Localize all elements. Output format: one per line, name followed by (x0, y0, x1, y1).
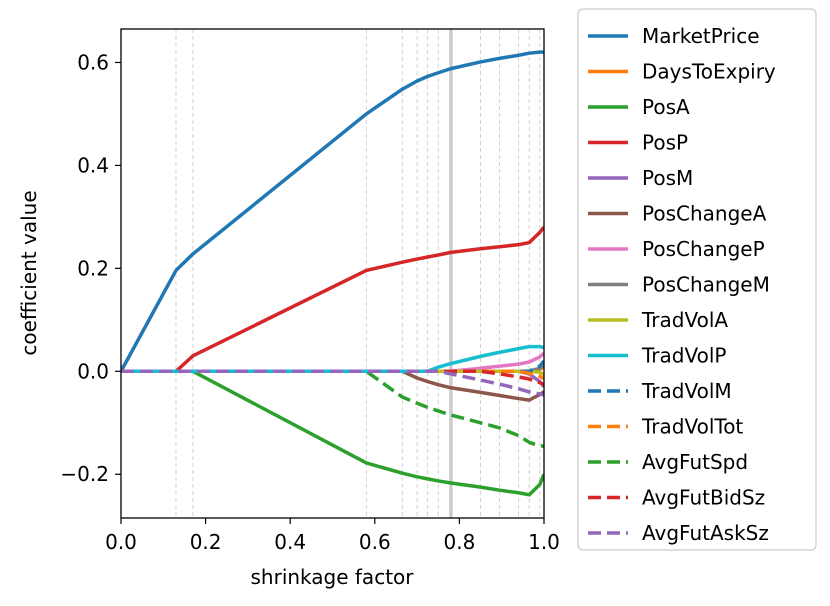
legend-entry-poschangea: PosChangeA (588, 202, 767, 226)
legend-entry-tradvoltot: TradVolTot (588, 415, 743, 439)
series-line-avgfutbidsz (121, 369, 544, 387)
legend-label: AvgFutSpd (642, 450, 748, 474)
legend-label: PosChangeA (642, 202, 767, 226)
y-tick-label-2: 0.2 (77, 256, 109, 280)
series-line-posp (121, 226, 544, 374)
legend-label: AvgFutBidSz (642, 486, 765, 510)
legend-entries: MarketPrice DaysToExpiry PosA PosP PosM PosCh… (588, 24, 776, 545)
legend: MarketPrice DaysToExpiry PosA PosP PosM PosCh… (577, 8, 817, 551)
legend-label: MarketPrice (642, 24, 760, 48)
x-tick-label-3: 0.6 (359, 530, 391, 554)
legend-label: PosA (642, 95, 690, 119)
legend-entry-avgfutbidsz: AvgFutBidSz (588, 486, 765, 510)
legend-entry-tradvolm: TradVolM (588, 379, 732, 403)
legend-entry-posm: PosM (588, 166, 693, 190)
legend-entry-poschangem: PosChangeM (588, 273, 770, 297)
legend-label: DaysToExpiry (642, 60, 776, 84)
y-tick-label-3: 0.4 (77, 153, 109, 177)
legend-label: PosChangeP (642, 237, 765, 261)
legend-label: TradVolTot (641, 415, 743, 439)
y-tick-label-1: 0.0 (77, 359, 109, 383)
x-axis-ticks: 0.0 0.2 0.4 0.6 0.8 1.0 (105, 518, 560, 554)
legend-label: TradVolA (641, 308, 728, 332)
legend-entry-posp: PosP (588, 131, 688, 155)
coefficient-paths (121, 50, 544, 497)
x-tick-label-0: 0.0 (105, 530, 137, 554)
legend-entry-avgfutasksz: AvgFutAskSz (588, 521, 769, 545)
y-axis-label: coefficient value (17, 190, 41, 355)
legend-entry-avgfutspd: AvgFutSpd (588, 450, 748, 474)
legend-frame (577, 8, 817, 551)
legend-label: PosM (642, 166, 693, 190)
legend-entry-poschangep: PosChangeP (588, 237, 765, 261)
y-tick-label-4: 0.6 (77, 50, 109, 74)
legend-label: AvgFutAskSz (642, 521, 769, 545)
x-tick-label-4: 0.8 (443, 530, 475, 554)
series-line-posa (121, 369, 544, 497)
series-line-tradvolm (121, 359, 544, 374)
y-tick-label-0: −0.2 (60, 462, 109, 486)
x-tick-label-5: 1.0 (528, 530, 560, 554)
legend-entry-tradvolp: TradVolP (588, 344, 726, 368)
legend-entry-marketprice: MarketPrice (588, 24, 760, 48)
legend-label: TradVolM (641, 379, 732, 403)
legend-entry-tradvola: TradVolA (588, 308, 728, 332)
legend-label: TradVolP (641, 344, 726, 368)
x-tick-label-1: 0.2 (190, 530, 222, 554)
y-axis-ticks: −0.2 0.0 0.2 0.4 0.6 (60, 50, 121, 486)
legend-label: PosP (642, 131, 688, 155)
x-axis-label: shrinkage factor (251, 565, 415, 589)
legend-entry-posa: PosA (588, 95, 690, 119)
series-line-marketprice (121, 50, 544, 373)
series-line-avgfutspd (121, 369, 544, 448)
vertical-breakpoint-lines (175, 29, 541, 518)
series-line-poschangea (121, 369, 544, 402)
legend-entry-daystoexpiry: DaysToExpiry (588, 60, 776, 84)
legend-label: PosChangeM (642, 273, 770, 297)
series-line-tradvolp (121, 344, 544, 374)
plot-frame (120, 28, 545, 519)
x-tick-label-2: 0.4 (274, 530, 306, 554)
series-line-tradvoltot (121, 369, 544, 381)
